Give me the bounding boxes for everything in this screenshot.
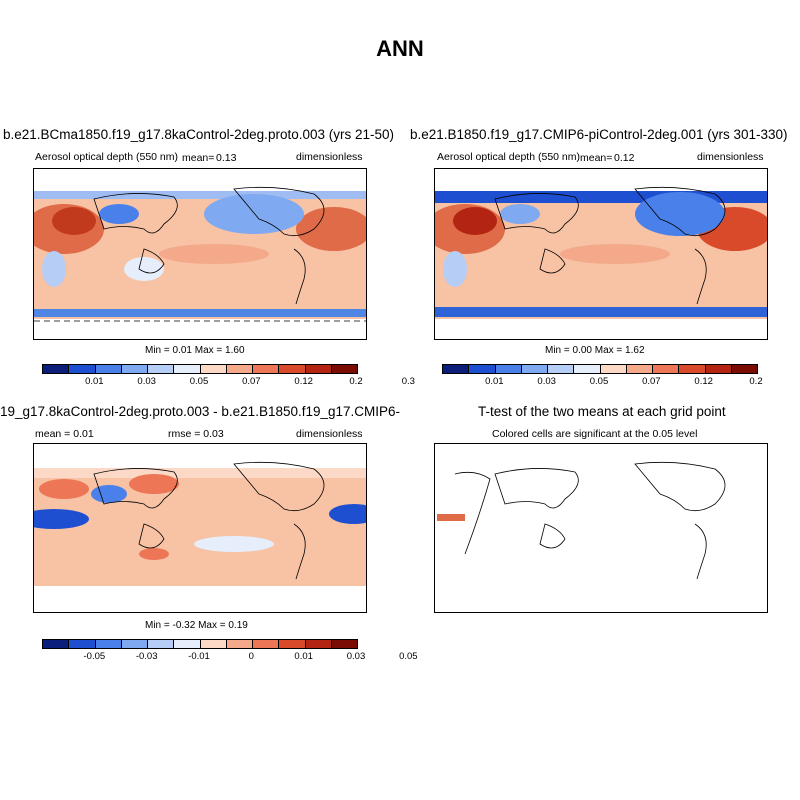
colorbar-swatch bbox=[174, 365, 201, 373]
colorbar-swatch bbox=[600, 365, 627, 373]
colorbar-swatch bbox=[253, 365, 280, 373]
colorbar-swatch bbox=[43, 640, 70, 648]
panel2-mean-value: 0.12 bbox=[614, 152, 635, 164]
colorbar-swatch bbox=[469, 365, 496, 373]
colorbar-swatch bbox=[495, 365, 522, 373]
colorbar-swatch bbox=[148, 640, 175, 648]
colorbar-swatch bbox=[279, 640, 306, 648]
colorbar-swatch bbox=[226, 640, 253, 648]
panel1-minmax: Min = 0.01 Max = 1.60 bbox=[145, 345, 245, 356]
panel4-map-field bbox=[437, 461, 726, 580]
panel2-map bbox=[434, 168, 768, 340]
colorbar-tick-label: -0.03 bbox=[135, 651, 158, 662]
panel3-units: dimensionless bbox=[296, 428, 363, 440]
panel1-colorbar bbox=[42, 364, 358, 374]
colorbar-swatch bbox=[521, 365, 548, 373]
panel2-variable-label: Aerosol optical depth (550 nm) bbox=[437, 151, 580, 163]
colorbar-swatch bbox=[253, 640, 280, 648]
colorbar-tick-label: 0.03 bbox=[137, 376, 156, 387]
colorbar-swatch bbox=[121, 640, 148, 648]
colorbar-swatch bbox=[705, 365, 732, 373]
panel4-title: T-test of the two means at each grid poi… bbox=[478, 404, 726, 419]
colorbar-tick-label: 0.3 bbox=[401, 376, 415, 387]
colorbar-tick-label: 0.03 bbox=[537, 376, 556, 387]
panel2-colorbar bbox=[442, 364, 758, 374]
colorbar-swatch bbox=[69, 640, 96, 648]
colorbar-swatch bbox=[305, 365, 332, 373]
colorbar-tick-label: 0.01 bbox=[85, 376, 104, 387]
colorbar-tick-label: 0.01 bbox=[294, 651, 313, 662]
panel1-map bbox=[33, 168, 367, 340]
panel1-map-field bbox=[34, 186, 366, 339]
colorbar-swatch bbox=[95, 365, 122, 373]
colorbar-tick-label: 0.2 bbox=[349, 376, 363, 387]
colorbar-tick-label: 0.05 bbox=[399, 651, 418, 662]
colorbar-swatch bbox=[200, 640, 227, 648]
colorbar-swatch bbox=[69, 365, 96, 373]
panel2-mean-label: mean= bbox=[580, 152, 613, 164]
colorbar-swatch bbox=[148, 365, 175, 373]
colorbar-swatch bbox=[226, 365, 253, 373]
panel2-units: dimensionless bbox=[697, 151, 764, 163]
colorbar-swatch bbox=[95, 640, 122, 648]
colorbar-swatch bbox=[279, 365, 306, 373]
panel2-title: b.e21.B1850.f19_g17.CMIP6-piControl-2deg… bbox=[410, 127, 788, 142]
panel3-title: 19_g17.8kaControl-2deg.proto.003 - b.e21… bbox=[0, 404, 400, 419]
panel3-map bbox=[33, 443, 367, 613]
panel3-colorbar bbox=[42, 639, 358, 649]
panel3-rmse: rmse = 0.03 bbox=[168, 428, 224, 440]
panel1-variable-label: Aerosol optical depth (550 nm) bbox=[35, 151, 178, 163]
panel3-mean: mean = 0.01 bbox=[35, 428, 94, 440]
colorbar-tick-label: 0.07 bbox=[642, 376, 661, 387]
panel2-minmax: Min = 0.00 Max = 1.62 bbox=[545, 345, 645, 356]
colorbar-swatch bbox=[121, 365, 148, 373]
colorbar-swatch bbox=[731, 365, 757, 373]
colorbar-swatch bbox=[679, 365, 706, 373]
panel3-map-field bbox=[34, 461, 366, 586]
colorbar-swatch bbox=[626, 365, 653, 373]
panel1-mean-value: 0.13 bbox=[216, 152, 237, 164]
colorbar-swatch bbox=[548, 365, 575, 373]
panel1-units: dimensionless bbox=[296, 151, 363, 163]
panel2-map-field bbox=[435, 186, 767, 339]
colorbar-tick-label: 0 bbox=[248, 651, 254, 662]
panel1-title: b.e21.BCma1850.f19_g17.8kaControl-2deg.p… bbox=[3, 127, 394, 142]
figure-title: ANN bbox=[376, 36, 424, 61]
colorbar-tick-label: 0.05 bbox=[189, 376, 209, 387]
colorbar-swatch bbox=[443, 365, 470, 373]
colorbar-swatch bbox=[574, 365, 601, 373]
panel4-subtitle: Colored cells are significant at the 0.0… bbox=[492, 428, 698, 440]
colorbar-tick-label: 0.05 bbox=[589, 376, 609, 387]
colorbar-tick-label: 0.2 bbox=[749, 376, 763, 387]
colorbar-swatch bbox=[200, 365, 227, 373]
colorbar-swatch bbox=[305, 640, 332, 648]
panel4-map bbox=[434, 443, 768, 613]
colorbar-tick-label: 0.03 bbox=[346, 651, 366, 662]
colorbar-tick-label: -0.01 bbox=[188, 651, 210, 662]
panel3-minmax: Min = -0.32 Max = 0.19 bbox=[145, 620, 248, 631]
colorbar-swatch bbox=[331, 365, 357, 373]
colorbar-swatch bbox=[653, 365, 680, 373]
colorbar-swatch bbox=[43, 365, 70, 373]
colorbar-tick-label: 0.07 bbox=[242, 376, 261, 387]
panel1-mean-label: mean= bbox=[182, 152, 215, 164]
colorbar-swatch bbox=[174, 640, 201, 648]
colorbar-swatch bbox=[331, 640, 357, 648]
colorbar-tick-label: -0.05 bbox=[83, 651, 106, 662]
colorbar-tick-label: 0.12 bbox=[694, 376, 713, 387]
colorbar-tick-label: 0.12 bbox=[294, 376, 313, 387]
colorbar-tick-label: 0.01 bbox=[485, 376, 504, 387]
